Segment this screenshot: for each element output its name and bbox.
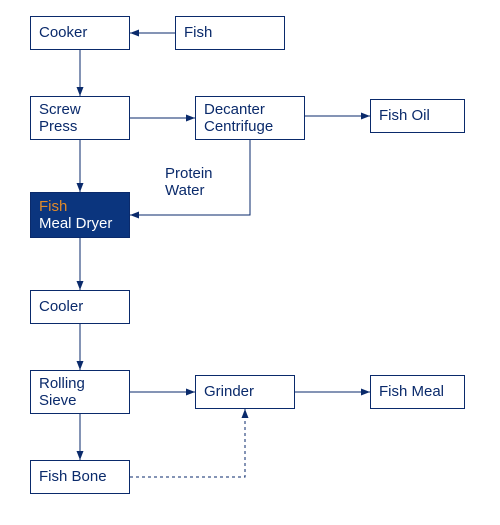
flowchart-canvas: Cooker Fish Screw Press Decanter Centrifuge… (0, 0, 500, 525)
node-fishbone: Fish Bone (30, 460, 130, 494)
node-cooler: Cooler (30, 290, 130, 324)
arrowhead-fishbone-grinder (242, 409, 249, 418)
node-grinder: Grinder (195, 375, 295, 409)
edge-decanter-dryer (130, 140, 250, 215)
arrowhead-grinder-fishmeal (361, 389, 370, 396)
node-sieve: Rolling Sieve (30, 370, 130, 414)
arrowhead-dryer-cooler (77, 281, 84, 290)
edge-label-decanter-dryer: Protein Water (165, 165, 213, 200)
node-cooker: Cooker (30, 16, 130, 50)
arrowhead-sieve-grinder (186, 389, 195, 396)
node-press: Screw Press (30, 96, 130, 140)
edge-layer (0, 0, 500, 525)
arrowhead-decanter-dryer (130, 212, 139, 219)
node-fishmeal: Fish Meal (370, 375, 465, 409)
node-fish: Fish (175, 16, 285, 50)
arrowhead-press-decanter (186, 115, 195, 122)
arrowhead-cooler-sieve (77, 361, 84, 370)
node-decanter: Decanter Centrifuge (195, 96, 305, 140)
node-label-line1: Fish (39, 198, 112, 215)
arrowhead-press-dryer (77, 183, 84, 192)
arrowhead-cooker-press (77, 87, 84, 96)
node-fishoil: Fish Oil (370, 99, 465, 133)
arrowhead-fish-cooker (130, 30, 139, 37)
node-label-line2: Meal Dryer (39, 215, 112, 232)
node-dryer: FishMeal Dryer (30, 192, 130, 238)
edge-fishbone-grinder (130, 409, 245, 477)
arrowhead-decanter-fishoil (361, 113, 370, 120)
arrowhead-sieve-fishbone (77, 451, 84, 460)
